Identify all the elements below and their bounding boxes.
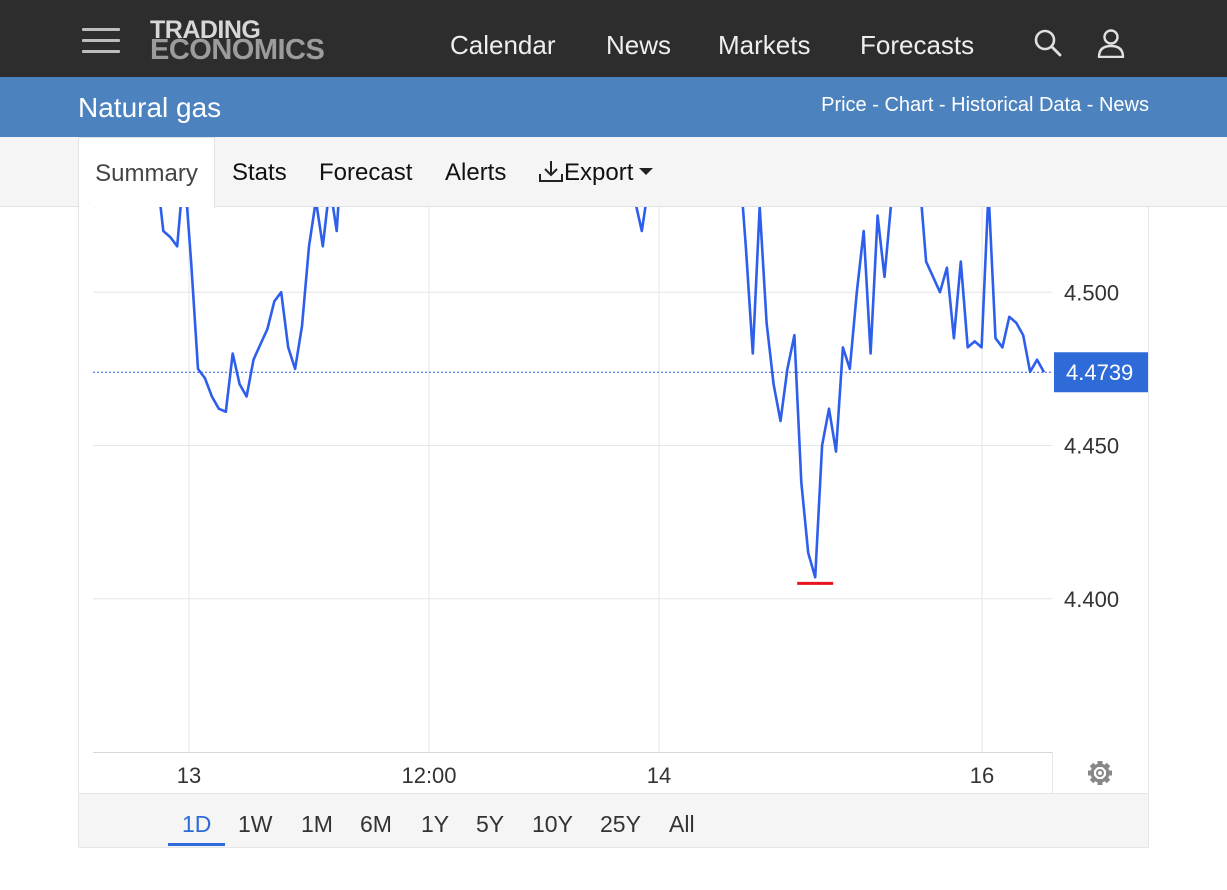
range-6m[interactable]: 6M [360,811,392,837]
current-price-label: 4.4739 [1066,360,1133,385]
tab-export[interactable]: Export [538,159,655,187]
tab-forecast[interactable]: Forecast [319,159,413,186]
range-1m[interactable]: 1M [301,811,333,837]
nav-news[interactable]: News [606,30,672,60]
range-selected-indicator [168,843,225,846]
range-1d[interactable]: 1D [182,811,212,837]
instrument-header: Natural gas Price - Chart - Historical D… [0,77,1227,137]
logo-line-1: TRADING [150,16,261,44]
link-historical-data[interactable]: Historical Data [951,94,1082,116]
range-selector: 1D 1W 1M 6M 1Y 5Y 10Y 25Y All [79,793,1148,847]
x-tick-label: 16 [970,763,994,788]
nav-calendar[interactable]: Calendar [450,30,556,60]
nav-markets[interactable]: Markets [718,30,811,60]
x-tick-label: 13 [177,763,201,788]
range-10y[interactable]: 10Y [532,811,573,837]
nav-forecasts[interactable]: Forecasts [860,30,975,60]
caret-down-icon [639,168,654,175]
chart-panel: 4.7004.6504.6004.5504.5004.4504.4001312:… [78,207,1149,848]
range-5y[interactable]: 5Y [476,811,505,837]
range-25y[interactable]: 25Y [600,811,641,837]
export-label: Export [564,159,634,186]
tab-stats[interactable]: Stats [232,159,287,186]
download-icon [539,161,563,182]
link-separator: - [1081,94,1099,116]
x-tick-label: 12:00 [401,763,456,788]
y-tick-label: 4.400 [1064,587,1119,612]
tab-alerts[interactable]: Alerts [445,159,507,186]
current-price-badge [1054,352,1148,393]
y-tick-label: 4.450 [1064,434,1119,459]
page-title: Natural gas [78,92,222,123]
gear-icon[interactable] [1088,761,1112,785]
y-tick-label: 4.500 [1064,280,1119,305]
user-icon[interactable] [1096,28,1126,63]
x-tick-label: 14 [647,763,671,788]
range-all[interactable]: All [669,811,695,837]
price-chart[interactable]: 4.7004.6504.6004.5504.5004.4504.4001312:… [79,207,1148,793]
range-1w[interactable]: 1W [238,811,273,837]
site-logo[interactable]: TRADING ECONOMICS [150,16,325,66]
series-line [94,207,1046,579]
logo-line-2: ECONOMICS [150,34,325,66]
menu-icon[interactable] [82,26,120,56]
link-price[interactable]: Price [821,94,867,116]
link-separator: - [866,94,885,116]
tab-strip: Summary Stats Forecast Alerts Export [0,137,1227,208]
instrument-links: Price - Chart - Historical Data - News [821,94,1149,117]
top-navbar: TRADING ECONOMICS Calendar News Markets … [0,0,1227,77]
link-news[interactable]: News [1098,94,1149,116]
tab-summary[interactable]: Summary [78,137,215,208]
search-icon[interactable] [1033,28,1063,63]
link-chart[interactable]: Chart [884,94,934,116]
range-1y[interactable]: 1Y [421,811,450,837]
link-separator: - [933,94,952,116]
